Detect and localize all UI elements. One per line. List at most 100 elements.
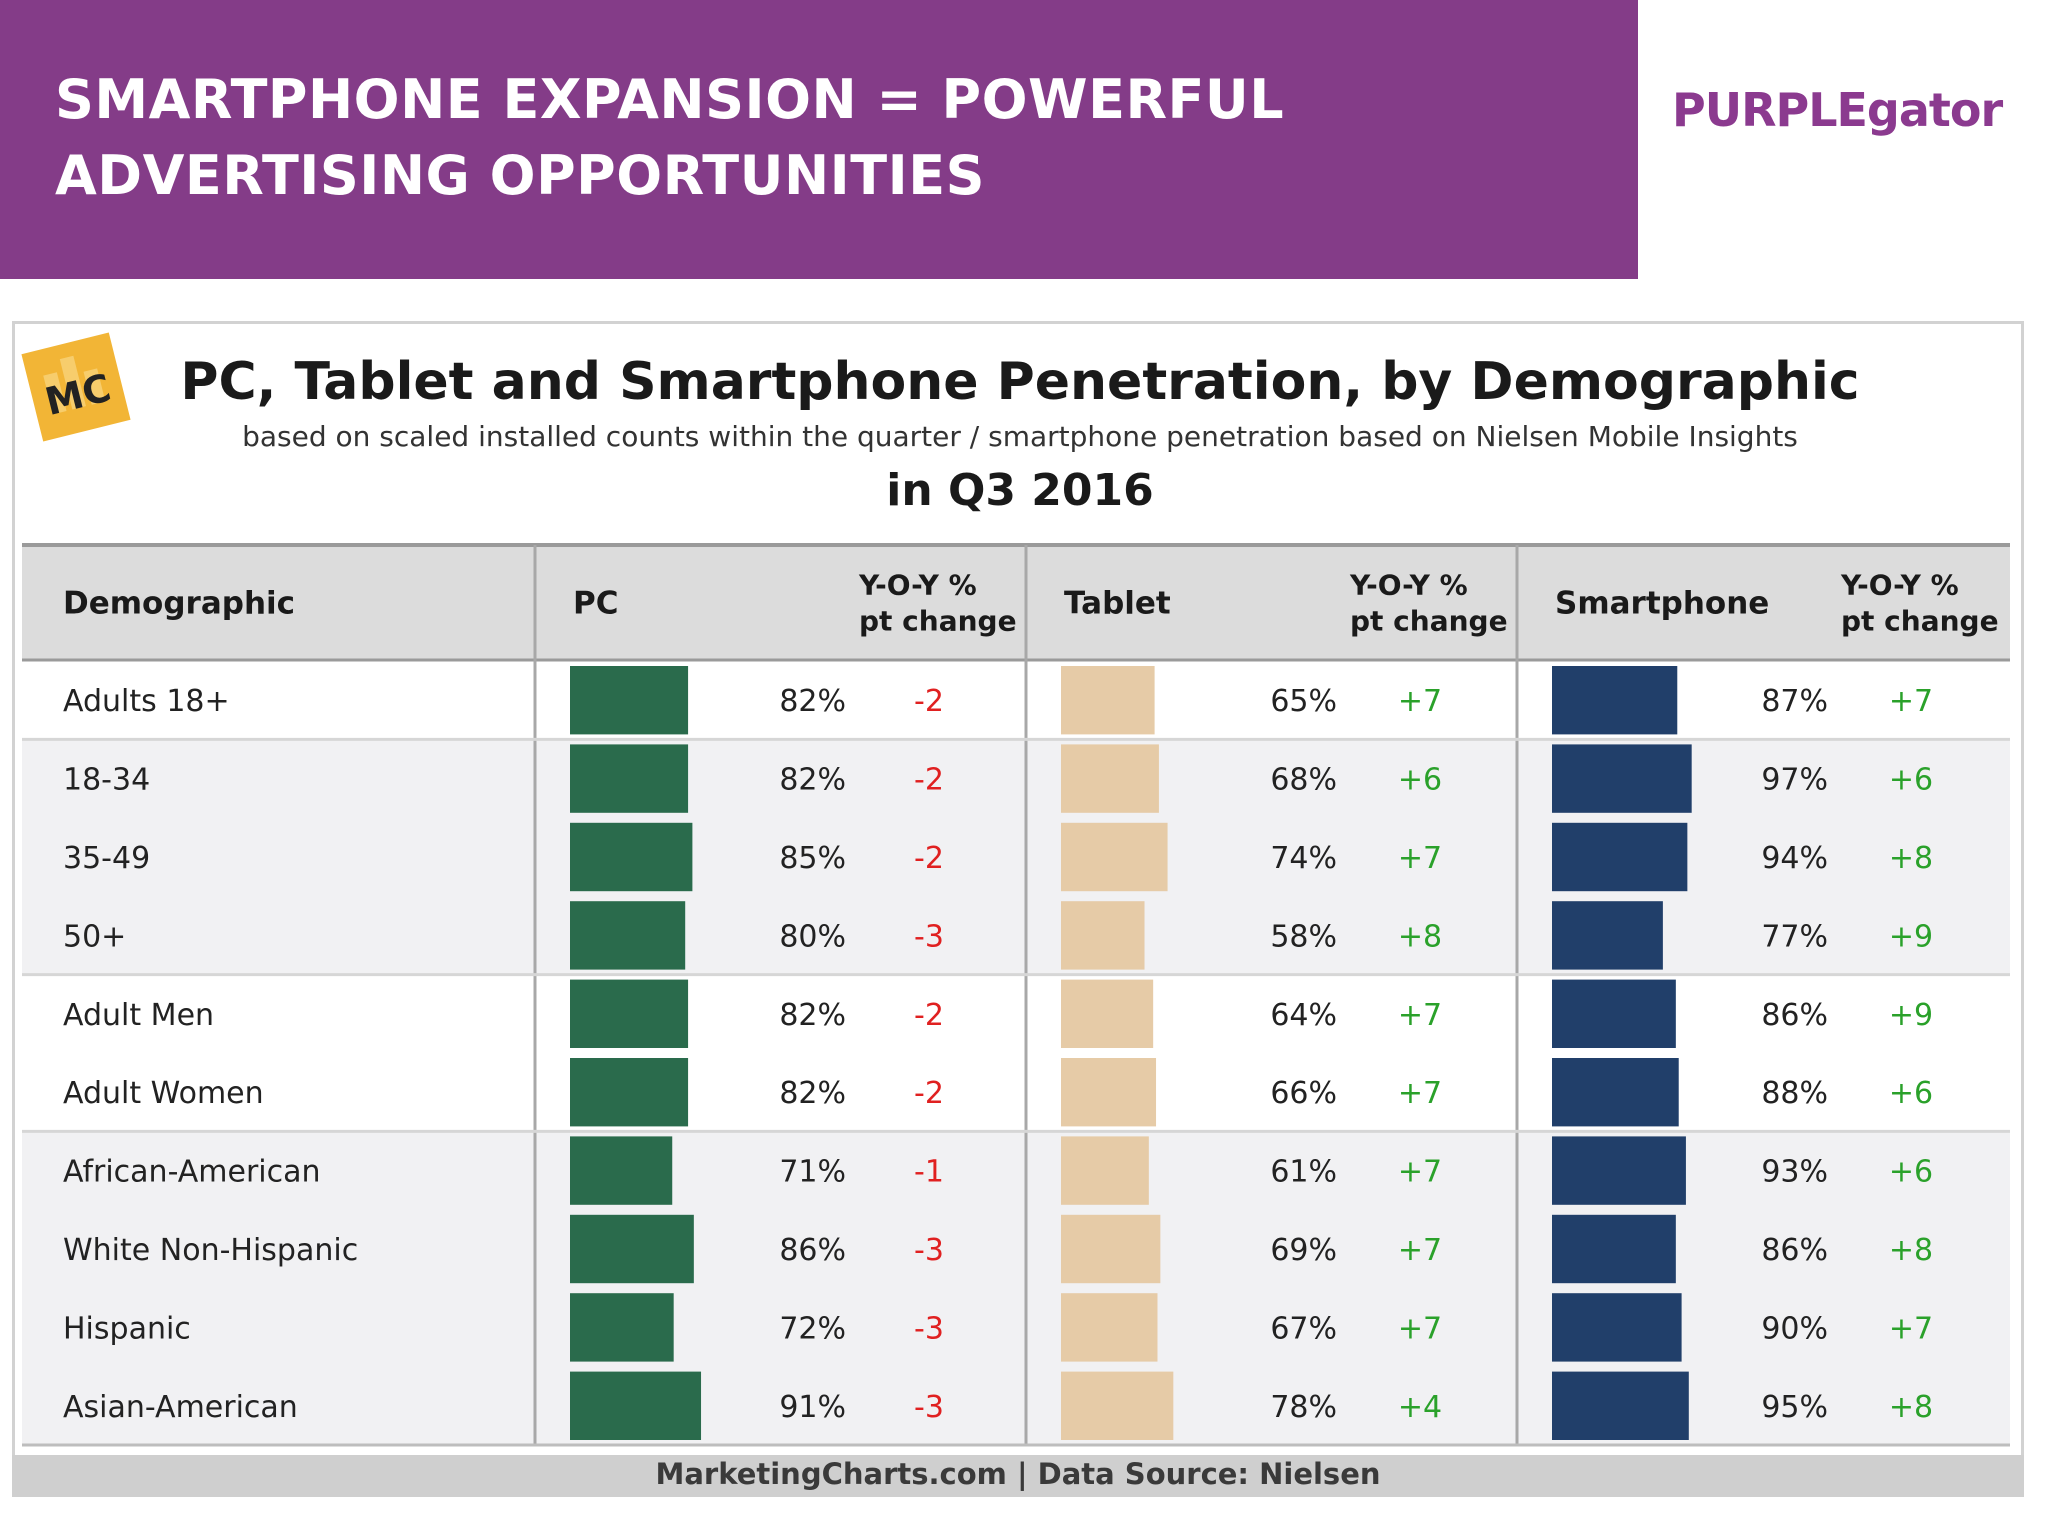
bar-pc	[570, 1058, 689, 1127]
value-label: 97%	[1761, 763, 1828, 798]
row-label: 35-49	[63, 841, 150, 876]
value-label: 94%	[1761, 841, 1828, 876]
svg-text:PURPLEgator: PURPLEgator	[1672, 83, 2003, 137]
header-yoy-label: pt change	[859, 605, 1017, 638]
change-label: +8	[1889, 841, 1933, 876]
bar-pc	[570, 1371, 702, 1440]
change-label: +8	[1398, 919, 1442, 954]
bar-smartphone	[1552, 1371, 1689, 1440]
value-label: 88%	[1761, 1076, 1828, 1111]
bar-smartphone	[1552, 979, 1676, 1048]
row-label: 50+	[63, 919, 126, 954]
value-label: 66%	[1270, 1076, 1337, 1111]
bar-tablet	[1061, 1371, 1174, 1440]
change-label: -3	[914, 1311, 944, 1346]
change-label: -2	[914, 998, 944, 1033]
change-label: +9	[1889, 998, 1933, 1033]
table-header-band	[22, 545, 2010, 660]
value-label: 82%	[779, 998, 846, 1033]
change-label: -3	[914, 919, 944, 954]
value-label: 82%	[779, 1076, 846, 1111]
value-label: 77%	[1761, 919, 1828, 954]
change-label: +8	[1889, 1233, 1933, 1268]
row-label: 18-34	[63, 763, 150, 798]
title-banner	[0, 0, 1638, 279]
value-label: 82%	[779, 763, 846, 798]
bar-pc	[570, 744, 689, 813]
footer-source: MarketingCharts.com | Data Source: Niels…	[655, 1457, 1381, 1491]
change-label: +7	[1398, 684, 1442, 719]
bar-pc	[570, 979, 689, 1048]
bar-smartphone	[1552, 822, 1688, 892]
marketingcharts-logo: MC	[21, 332, 131, 442]
bar-tablet	[1061, 744, 1159, 813]
bar-tablet	[1061, 822, 1168, 892]
change-label: +7	[1398, 998, 1442, 1033]
row-label: Adults 18+	[63, 684, 230, 719]
bar-smartphone	[1552, 744, 1692, 813]
bar-tablet	[1061, 666, 1155, 735]
change-label: +7	[1398, 1311, 1442, 1346]
change-label: +9	[1889, 919, 1933, 954]
footer-bar	[12, 1455, 2024, 1497]
value-label: 58%	[1270, 919, 1337, 954]
row-label: Asian-American	[63, 1390, 298, 1425]
change-label: -3	[914, 1390, 944, 1425]
change-label: +6	[1889, 1155, 1933, 1190]
value-label: 72%	[779, 1311, 846, 1346]
change-label: -2	[914, 841, 944, 876]
bar-tablet	[1061, 901, 1145, 970]
value-label: 87%	[1761, 684, 1828, 719]
header-yoy-label: Y-O-Y %	[1840, 569, 1959, 602]
change-label: -2	[914, 763, 944, 798]
value-label: 85%	[779, 841, 846, 876]
row-group-band	[22, 739, 2010, 975]
change-label: +7	[1398, 1233, 1442, 1268]
row-label: Hispanic	[63, 1311, 191, 1346]
value-label: 86%	[1761, 998, 1828, 1033]
value-label: 61%	[1270, 1155, 1337, 1190]
value-label: 86%	[1761, 1233, 1828, 1268]
value-label: 90%	[1761, 1311, 1828, 1346]
change-label: +7	[1398, 841, 1442, 876]
change-label: +6	[1398, 763, 1442, 798]
bar-smartphone	[1552, 901, 1663, 970]
value-label: 86%	[779, 1233, 846, 1268]
value-label: 65%	[1270, 684, 1337, 719]
bar-smartphone	[1552, 1293, 1682, 1362]
value-label: 78%	[1270, 1390, 1337, 1425]
bar-tablet	[1061, 1293, 1158, 1362]
chart-title: PC, Tablet and Smartphone Penetration, b…	[180, 352, 1860, 412]
row-label: African-American	[63, 1155, 321, 1190]
row-label: White Non-Hispanic	[63, 1233, 358, 1268]
value-label: 95%	[1761, 1390, 1828, 1425]
change-label: +4	[1398, 1390, 1442, 1425]
bar-smartphone	[1552, 1058, 1679, 1127]
bar-pc	[570, 1136, 673, 1205]
header-yoy-label: Y-O-Y %	[1349, 569, 1468, 602]
bar-pc	[570, 1293, 674, 1362]
chart-period: in Q3 2016	[886, 465, 1154, 516]
change-label: +7	[1889, 684, 1933, 719]
bar-smartphone	[1552, 1214, 1676, 1284]
change-label: -1	[914, 1155, 944, 1190]
header-demographic: Demographic	[63, 586, 295, 622]
value-label: 69%	[1270, 1233, 1337, 1268]
header-device-pc: PC	[573, 586, 618, 622]
header-device-tablet: Tablet	[1064, 586, 1171, 622]
bar-pc	[570, 1214, 694, 1284]
row-label: Adult Women	[63, 1076, 264, 1111]
value-label: 68%	[1270, 763, 1337, 798]
change-label: +7	[1398, 1155, 1442, 1190]
bar-pc	[570, 901, 686, 970]
change-label: +6	[1889, 763, 1933, 798]
value-label: 67%	[1270, 1311, 1337, 1346]
change-label: +7	[1398, 1076, 1442, 1111]
bar-pc	[570, 666, 689, 735]
bar-tablet	[1061, 1058, 1157, 1127]
bar-pc	[570, 822, 693, 892]
change-label: +7	[1889, 1311, 1933, 1346]
change-label: +6	[1889, 1076, 1933, 1111]
chart-subtitle: based on scaled installed counts within …	[242, 420, 1798, 453]
